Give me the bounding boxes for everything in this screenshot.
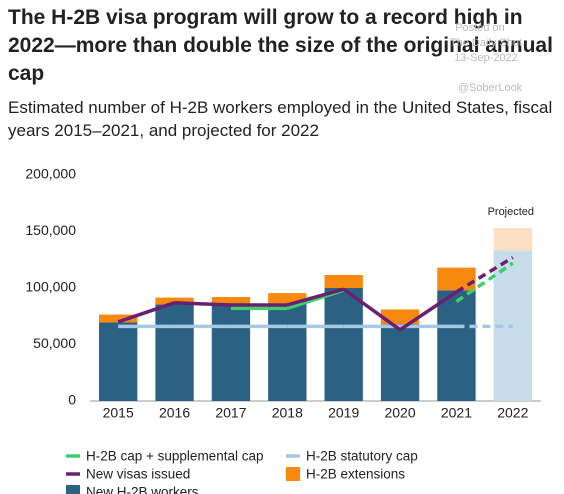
bar (380, 324, 420, 401)
watermark: @SoberLook (458, 82, 523, 94)
bar (155, 297, 194, 305)
legend-swatch (286, 467, 300, 481)
y-tick-label: 200,000 (25, 166, 76, 182)
line-segment (455, 255, 514, 294)
x-tick-label: 2019 (328, 405, 359, 421)
watermark: The Daily Shot (450, 37, 522, 49)
legend-label: H-2B statutory cap (306, 449, 418, 464)
legend-label: New H-2B workers (86, 485, 199, 494)
bar (380, 309, 420, 325)
annotation: Projected (488, 206, 534, 218)
chart-title: The H-2B visa program will grow to a rec… (8, 6, 553, 85)
bar (268, 293, 307, 304)
chart-subtitle: Estimated number of H-2B workers employe… (8, 98, 552, 140)
y-tick-label: 100,000 (25, 279, 76, 295)
watermark: Posted on (455, 22, 505, 34)
bar (99, 314, 138, 323)
bar (493, 228, 532, 251)
bar (437, 290, 476, 401)
watermark: 13-Sep-2022 (454, 52, 518, 64)
bar (211, 297, 251, 304)
x-tick-label: 2015 (103, 405, 134, 421)
y-tick-label: 0 (68, 392, 76, 408)
bar (324, 275, 363, 288)
bar (155, 304, 194, 401)
line-segment (117, 301, 176, 324)
legend-swatch (66, 485, 80, 494)
bar (437, 267, 476, 291)
bar (324, 288, 363, 401)
bar (211, 303, 251, 401)
x-tick-label: 2021 (441, 405, 472, 421)
line-segment (455, 261, 514, 304)
x-tick-label: 2017 (215, 405, 246, 421)
line-segment (399, 290, 458, 332)
bar (99, 322, 138, 401)
bar (268, 303, 307, 401)
legend-label: H-2B extensions (306, 467, 405, 482)
x-tick-label: 2016 (159, 405, 190, 421)
line-segment (342, 287, 402, 332)
legend-label: New visas issued (86, 467, 190, 482)
x-tick-label: 2018 (272, 405, 303, 421)
x-tick-label: 2022 (497, 405, 528, 421)
line-segment (174, 300, 232, 307)
y-tick-label: 50,000 (33, 335, 76, 351)
x-tick-label: 2020 (384, 405, 415, 421)
line-segment (286, 287, 345, 307)
y-tick-label: 150,000 (25, 222, 76, 238)
legend-label: H-2B cap + supplemental cap (86, 449, 263, 464)
